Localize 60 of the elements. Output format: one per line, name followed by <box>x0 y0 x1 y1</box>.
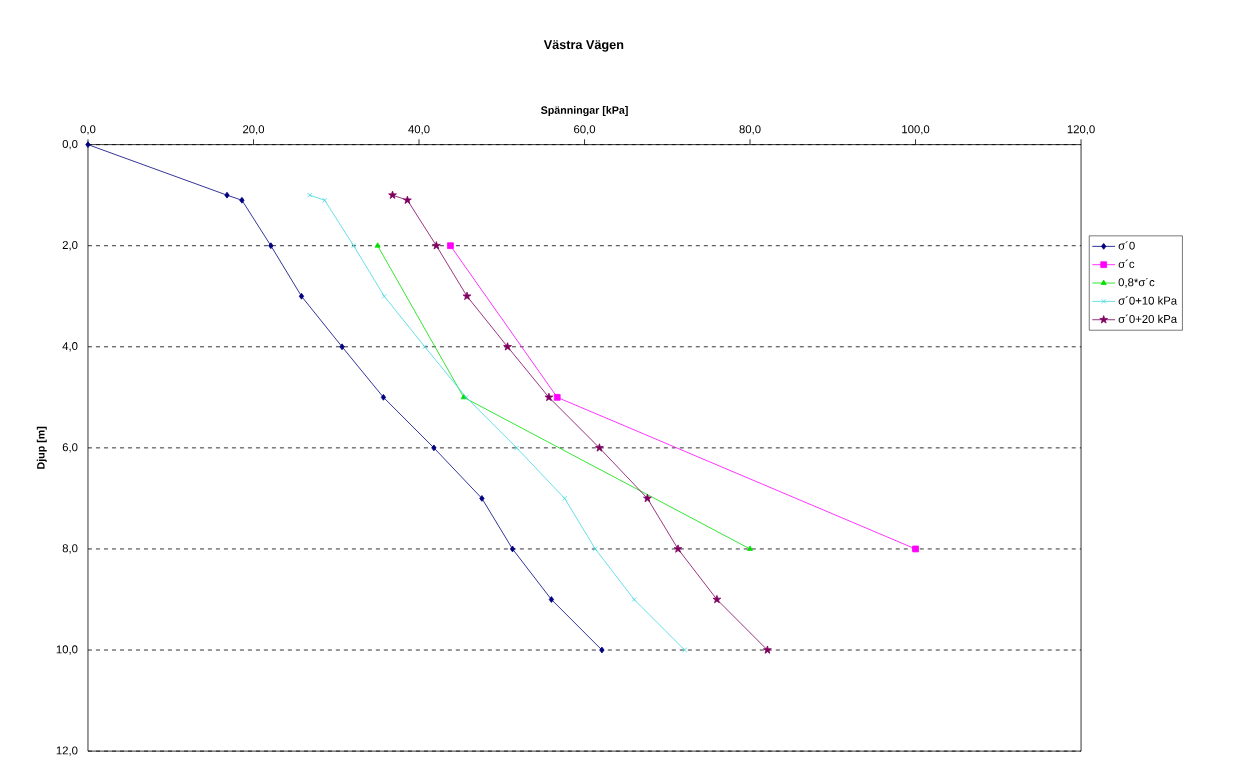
point <box>553 394 561 401</box>
x-tick-label: 80,0 <box>739 125 761 135</box>
x-tick-label: 40,0 <box>408 125 430 135</box>
point <box>643 494 652 503</box>
y-tick-label: 12,0 <box>56 746 78 756</box>
point <box>322 197 328 203</box>
point <box>432 241 441 250</box>
y-tick-label: 2,0 <box>62 241 78 251</box>
point <box>403 195 412 205</box>
x-tick-label: 120,0 <box>1067 125 1095 135</box>
point <box>422 344 428 350</box>
x-tick-label: 60,0 <box>574 125 596 135</box>
point <box>239 197 245 204</box>
point <box>682 647 688 653</box>
point <box>224 191 230 199</box>
point <box>595 443 604 452</box>
legend-label: σ´0+10 kPa <box>1118 296 1178 305</box>
point <box>431 444 437 452</box>
x-axis-title: Spänningar [kPa] <box>540 106 628 117</box>
point <box>381 293 387 299</box>
y-tick-label: 10,0 <box>56 645 78 655</box>
point <box>592 546 598 552</box>
point <box>514 445 520 451</box>
point <box>599 646 605 654</box>
chart-title: Västra Vägen <box>543 40 624 52</box>
point <box>763 645 772 654</box>
y-tick-label: 6,0 <box>62 443 78 453</box>
y-axis-title: Djup [m] <box>36 426 47 469</box>
point <box>544 392 554 402</box>
point <box>298 293 305 300</box>
x-tick-label: 100,0 <box>902 125 930 135</box>
point <box>548 596 555 603</box>
point <box>912 545 919 553</box>
point <box>388 190 397 199</box>
point <box>307 192 313 198</box>
legend-label: σ´0 <box>1118 241 1135 250</box>
point <box>374 242 381 248</box>
x-tick-label: 20,0 <box>243 125 265 135</box>
point <box>447 242 454 250</box>
point <box>462 291 472 301</box>
point <box>339 343 345 351</box>
point <box>479 495 485 502</box>
point <box>503 342 512 351</box>
x-tick-label: 0,0 <box>80 125 96 135</box>
point <box>268 242 274 250</box>
point <box>747 545 753 551</box>
point <box>673 544 683 553</box>
point <box>509 545 516 553</box>
y-tick-label: 0,0 <box>62 140 78 150</box>
legend-label: σ´0+20 kPa <box>1118 314 1178 324</box>
point <box>712 595 722 604</box>
point <box>85 141 91 149</box>
point <box>351 243 357 249</box>
y-tick-label: 4,0 <box>62 342 78 352</box>
legend-label: 0,8*σ´c <box>1118 277 1155 288</box>
point <box>562 496 568 501</box>
legend-label: σ´c <box>1118 259 1135 269</box>
point <box>631 597 637 603</box>
y-tick-label: 8,0 <box>62 544 78 554</box>
point <box>380 394 387 401</box>
